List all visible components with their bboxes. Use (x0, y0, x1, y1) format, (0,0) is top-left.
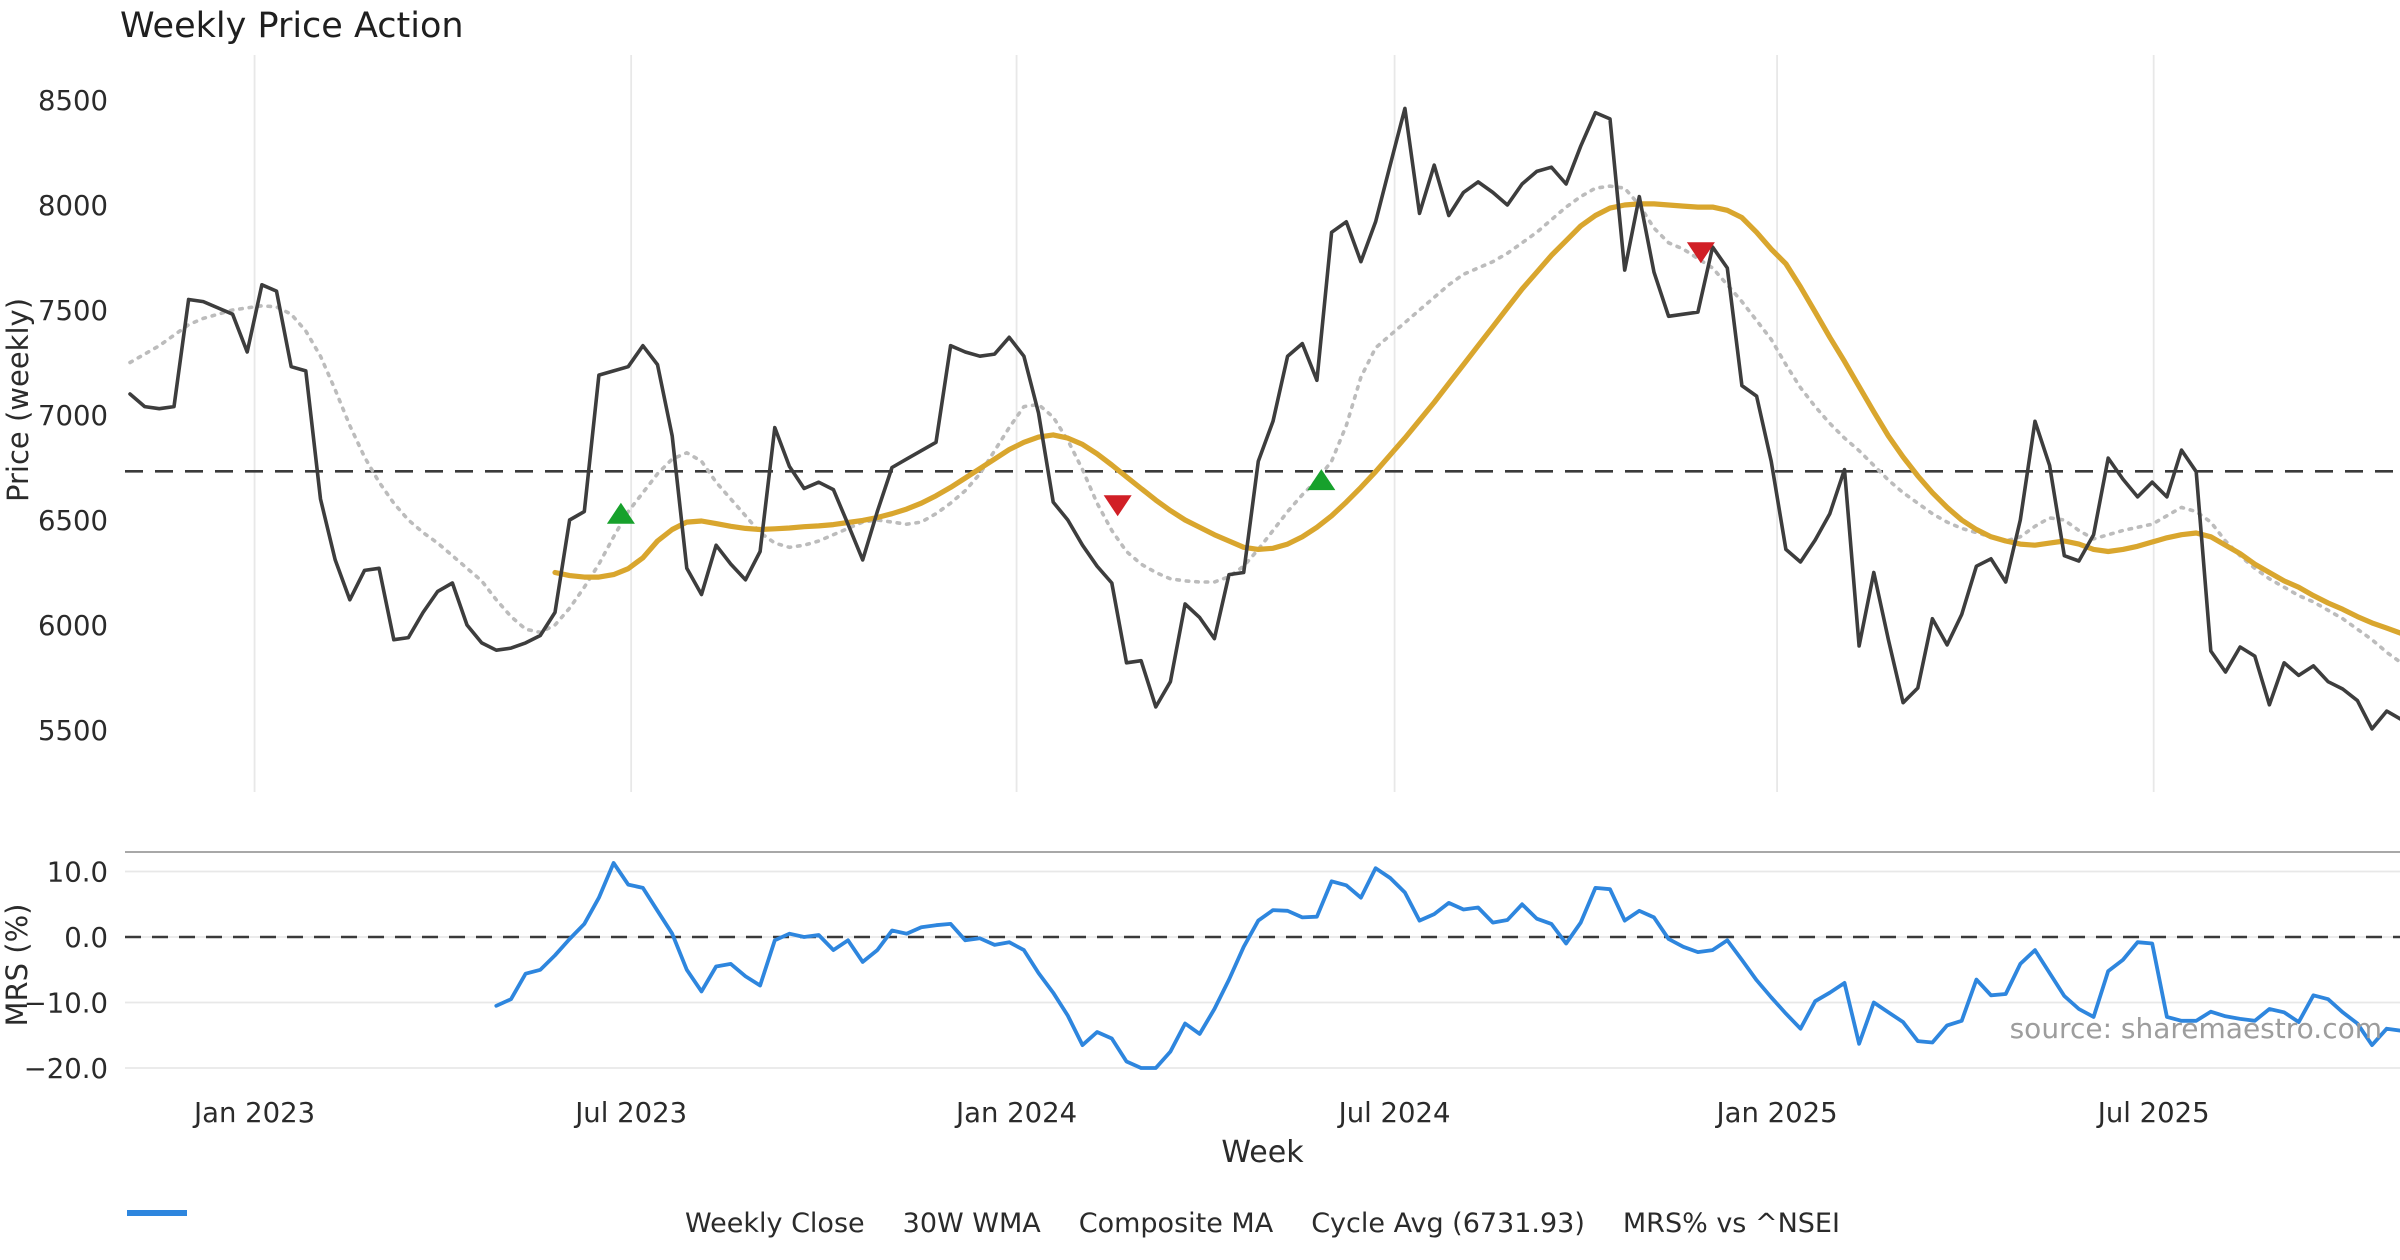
price-axis-label: Price (weekly) (1, 297, 35, 502)
mrs-line (494, 861, 2400, 1070)
mrs-tick-label: 0.0 (64, 922, 108, 954)
legend-item-label: Composite MA (1078, 1208, 1274, 1239)
legend-item-label: 30W WMA (902, 1208, 1041, 1239)
mrs-tick-label: −10.0 (24, 988, 108, 1020)
legend-item-label: MRS% vs ^NSEI (1622, 1208, 1840, 1239)
x-axis-label: Week (1221, 1135, 1304, 1170)
price-tick-label: 5500 (38, 715, 108, 747)
legend: Weekly Close 30W WMA Composite MA Cycle Avg… (125, 1208, 2400, 1239)
date-tick-label: Jul 2025 (2096, 1097, 2210, 1129)
price-tick-label: 7000 (38, 400, 108, 432)
buy-signal-triangle-icon (1307, 469, 1336, 491)
sell-signal-triangle-icon (1103, 495, 1132, 517)
source-credit: source: sharemaestro.com (2009, 1012, 2382, 1045)
legend-item-label: Weekly Close (685, 1208, 865, 1239)
date-tick-label: Jan 2023 (192, 1097, 315, 1129)
price-tick-label: 6500 (38, 505, 108, 537)
legend-item: 30W WMA (127, 1208, 1041, 1239)
date-tick-label: Jan 2025 (1715, 1097, 1838, 1129)
mrs-tick-label: 10.0 (47, 857, 108, 889)
price-tick-label: 6000 (38, 610, 108, 642)
date-tick-label: Jul 2023 (573, 1097, 687, 1129)
buy-signal-triangle-icon (606, 502, 635, 524)
weekly-close-line (128, 106, 2400, 731)
wma-30w-line (552, 201, 2400, 636)
legend-item: Cycle Avg (6731.93) (127, 1208, 1585, 1239)
date-tick-label: Jul 2024 (1337, 1097, 1451, 1129)
mrs-axis-label: MRS (%) (0, 903, 34, 1027)
price-tick-label: 8000 (38, 190, 108, 222)
legend-item-label: Cycle Avg (6731.93) (1311, 1208, 1585, 1239)
legend-item: MRS% vs ^NSEI (127, 1208, 1840, 1239)
date-tick-label: Jan 2024 (954, 1097, 1077, 1129)
composite-ma-line (128, 184, 2400, 665)
legend-item: Weekly Close (127, 1208, 865, 1239)
price-tick-label: 8500 (38, 85, 108, 117)
legend-item: Composite MA (127, 1208, 1274, 1239)
chart-title: Weekly Price Action (120, 6, 464, 46)
price-tick-label: 7500 (38, 295, 108, 327)
sell-signal-triangle-icon (1686, 242, 1715, 264)
legend-line-swatch-icon (127, 1210, 187, 1216)
mrs-tick-label: −20.0 (24, 1053, 108, 1085)
